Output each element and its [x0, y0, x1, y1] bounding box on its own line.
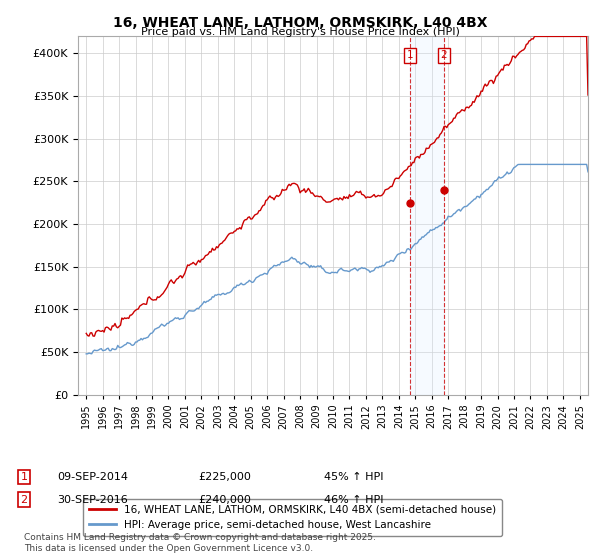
Text: 1: 1 — [20, 472, 28, 482]
Text: 30-SEP-2016: 30-SEP-2016 — [57, 494, 128, 505]
Text: 2: 2 — [441, 50, 448, 60]
Legend: 16, WHEAT LANE, LATHOM, ORMSKIRK, L40 4BX (semi-detached house), HPI: Average pr: 16, WHEAT LANE, LATHOM, ORMSKIRK, L40 4B… — [83, 498, 502, 536]
Text: 1: 1 — [407, 50, 413, 60]
Text: Price paid vs. HM Land Registry's House Price Index (HPI): Price paid vs. HM Land Registry's House … — [140, 27, 460, 37]
Text: 45% ↑ HPI: 45% ↑ HPI — [324, 472, 383, 482]
Text: £225,000: £225,000 — [198, 472, 251, 482]
Text: £240,000: £240,000 — [198, 494, 251, 505]
Text: 2: 2 — [20, 494, 28, 505]
Text: 16, WHEAT LANE, LATHOM, ORMSKIRK, L40 4BX: 16, WHEAT LANE, LATHOM, ORMSKIRK, L40 4B… — [113, 16, 487, 30]
Text: Contains HM Land Registry data © Crown copyright and database right 2025.
This d: Contains HM Land Registry data © Crown c… — [24, 533, 376, 553]
Bar — [410, 36, 444, 395]
Text: 09-SEP-2014: 09-SEP-2014 — [57, 472, 128, 482]
Text: 46% ↑ HPI: 46% ↑ HPI — [324, 494, 383, 505]
